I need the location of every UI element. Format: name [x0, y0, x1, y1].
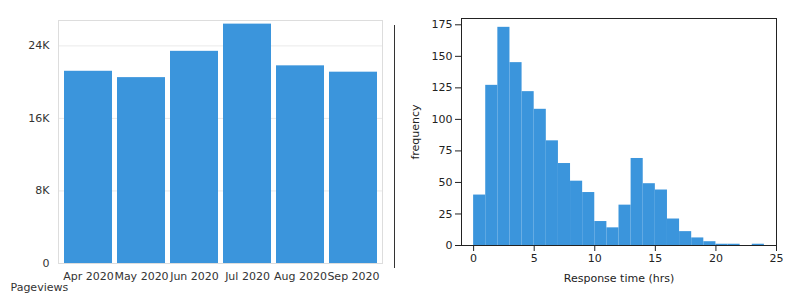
svg-text:frequency: frequency [409, 104, 422, 160]
svg-text:75: 75 [439, 144, 453, 157]
svg-text:0: 0 [446, 239, 453, 252]
svg-text:20: 20 [709, 252, 723, 265]
svg-text:25: 25 [439, 207, 453, 220]
svg-text:15: 15 [648, 252, 662, 265]
svg-text:0: 0 [470, 252, 477, 265]
svg-text:Apr 2020: Apr 2020 [63, 270, 114, 283]
svg-text:24K: 24K [28, 39, 50, 52]
svg-text:16K: 16K [28, 112, 50, 125]
svg-text:8K: 8K [35, 184, 50, 197]
svg-text:0: 0 [43, 257, 50, 270]
svg-text:Pageviews: Pageviews [11, 281, 69, 293]
svg-text:Response time (hrs): Response time (hrs) [564, 272, 674, 285]
svg-text:150: 150 [432, 50, 453, 63]
svg-text:Sep 2020: Sep 2020 [327, 270, 379, 283]
svg-text:25: 25 [770, 252, 784, 265]
svg-text:125: 125 [432, 81, 453, 94]
svg-text:50: 50 [439, 176, 453, 189]
svg-text:Jun 2020: Jun 2020 [169, 270, 219, 283]
svg-text:Jul 2020: Jul 2020 [224, 270, 270, 283]
svg-text:May 2020: May 2020 [114, 270, 168, 283]
svg-text:100: 100 [432, 113, 453, 126]
svg-text:5: 5 [531, 252, 538, 265]
svg-text:175: 175 [432, 18, 453, 31]
svg-text:10: 10 [588, 252, 602, 265]
svg-text:Aug 2020: Aug 2020 [274, 270, 327, 283]
